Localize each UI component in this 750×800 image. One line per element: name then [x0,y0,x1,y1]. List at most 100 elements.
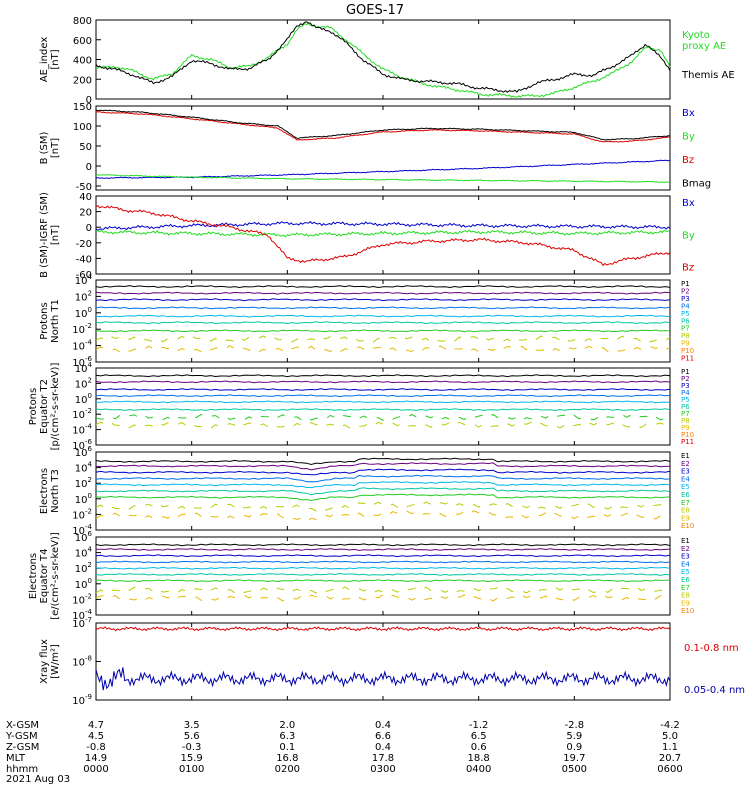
panel-bigrf: B (SM)-IGRF (SM)[nT] -60 -40 -20 0 20 40 Bx By Bz [39,192,695,281]
channel-label: P2 [681,287,690,295]
y-axis-label: B (SM)[nT] [39,131,61,164]
channel-label: E5 [681,483,690,491]
footer-row-label: Z-GSM [6,742,39,753]
y-axis-label: AE_index[nT] [39,37,61,83]
footer-value: 19.7 [563,753,585,764]
channel-line [95,380,671,384]
y-tick-label: 400 [73,56,92,67]
channel-label: E9 [681,599,690,607]
channel-label: P9 [681,424,690,432]
panel-frame [95,622,671,701]
y-tick-label: -40 [76,254,92,265]
y-tick-exponent: -7 [85,616,92,624]
y-tick-label: 100 [75,306,92,320]
y-tick-label: 10-2 [72,592,92,606]
channel-label: E9 [681,514,690,522]
footer-value: 0300 [370,764,395,775]
y-tick-exponent: -4 [85,423,93,431]
y-tick-label: 100 [75,492,92,506]
panel-frame [95,451,671,531]
y-tick-exponent: -9 [85,693,92,701]
y-axis-label-line: North T1 [50,299,61,343]
series-line-xray [95,626,671,632]
channel-line [95,510,671,522]
y-tick-label: 104 [75,361,93,375]
y-axis-label-line: [e/(cm²-s-sr-keV)] [50,532,61,620]
channel-label: P1 [681,280,690,288]
channel-line [95,335,671,343]
y-tick-exponent: -2 [85,592,92,600]
y-tick-exponent: -6 [85,438,93,446]
series-line-bmag [95,109,671,141]
panel-pe: ProtonsEquator T2[p/(cm²-s-sr-keV)] 10-61… [28,361,694,452]
channel-line [95,500,671,512]
y-tick-label: 104 [75,461,93,475]
y-tick-label: 800 [73,16,92,27]
channel-line [95,594,671,602]
channel-line [95,481,671,489]
channel-line [95,285,671,289]
footer-value: 0200 [275,764,300,775]
footer-value: 14.9 [85,753,107,764]
channel-line [95,462,671,471]
y-tick-label: 102 [75,561,92,575]
channel-line [96,548,671,551]
channel-label: E10 [681,522,694,530]
y-tick-exponent: 0 [88,577,92,585]
footer-value: 0500 [562,764,587,775]
footer-value: 16.8 [276,753,298,764]
y-tick-label: 600 [73,36,92,47]
channel-line [95,572,671,576]
channel-label: P11 [681,438,694,446]
y-tick-exponent: -2 [85,322,92,330]
y-tick-label: 10-2 [72,322,92,336]
footer-value: 0000 [83,764,108,775]
panel-frame [95,195,671,275]
footer-row-label: X-GSM [6,720,39,731]
y-tick-label: 0 [86,95,92,106]
y-tick-label: 102 [75,476,92,490]
y-axis-label-line: Protons [39,302,50,339]
y-tick-label: 10-2 [72,507,92,521]
footer-value: 0600 [657,764,682,775]
panel-ee: ElectronsEquator T4[e/(cm²-s-sr-keV)] 10-… [28,530,694,622]
channel-label: E3 [681,468,690,476]
y-tick-label: 10-8 [72,655,92,669]
channel-line [95,298,671,302]
y-tick-exponent: 0 [88,392,92,400]
channel-line [95,566,671,570]
panel-xray: Xray flux[W/m²] 10-9 10-8 10-7 0.1-0.8 nm 0.0… [39,616,745,707]
y-tick-label: 104 [75,273,93,287]
y-tick-label: 0 [86,162,92,173]
channel-line [95,321,671,325]
footer-value: 20.7 [659,753,681,764]
panel-en: ElectronsNorth T310-410-2100102104106E1E… [39,445,694,537]
y-axis-label: ProtonsEquator T2[p/(cm²-s-sr-keV)] [28,363,61,451]
channel-label: P4 [681,302,690,310]
channel-line [95,457,671,466]
y-tick-label: -20 [76,239,92,250]
y-tick-exponent: 6 [88,445,93,453]
y-tick-label: 100 [75,392,92,406]
channel-label: P3 [681,295,690,303]
channel-label: E10 [681,607,694,615]
y-axis-label: ProtonsNorth T1 [39,299,61,343]
y-tick-label: 104 [75,546,93,560]
series-line-bz [95,111,671,143]
footer-value: 0100 [179,764,204,775]
legend-entry: proxy AE [682,41,726,52]
channel-line [95,487,671,496]
y-axis-label-line: Equator T2 [39,379,50,434]
legend-entry: Themis AE [681,70,735,81]
y-axis-label: Xray flux[W/m²] [39,639,61,684]
channel-line [96,314,671,318]
channel-label: E2 [681,545,690,553]
y-tick-exponent: -2 [85,507,92,515]
y-axis-label-line: [W/m²] [50,644,61,679]
channel-label: P6 [681,403,690,411]
panel-frame [95,367,671,446]
channel-label: E4 [681,475,690,483]
series-line-themis-ae [95,21,671,93]
channel-label: P8 [681,332,690,340]
footer-value: 17.8 [372,753,394,764]
